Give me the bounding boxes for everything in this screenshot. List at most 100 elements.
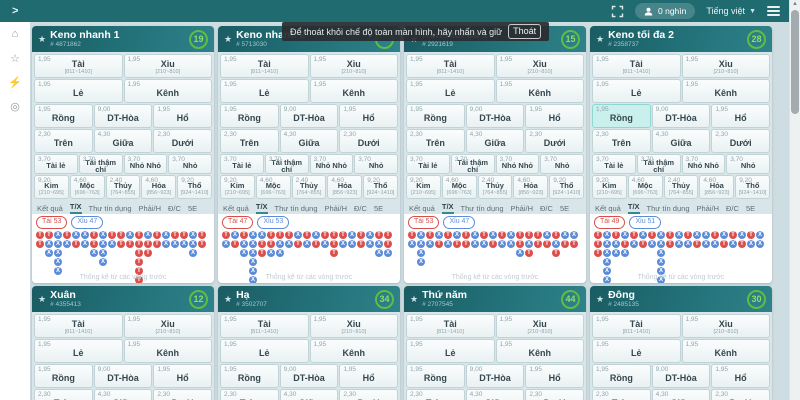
bet-option[interactable]: 1,95 Hổ [153, 104, 213, 128]
bet-option[interactable]: 3,70 Tài thậm chí [78, 154, 123, 174]
language-selector[interactable]: Tiếng việt ▼ [706, 6, 756, 16]
card-header[interactable]: ★ Thứ năm # 2707545 44 [404, 286, 586, 312]
bet-option[interactable]: 9,20 Thổ [924~1410] [549, 175, 584, 199]
menu-icon[interactable] [767, 6, 780, 16]
collapse-chevron-icon[interactable]: > [12, 5, 19, 17]
bet-option[interactable]: 1,95 Hổ [339, 364, 399, 388]
bet-option[interactable]: 1,95 Kênh [309, 339, 398, 363]
bet-option[interactable]: 1,95 Lẻ [220, 339, 309, 363]
bet-option[interactable]: 1,95 Lẻ [220, 79, 309, 103]
bet-option[interactable]: 3,70 Tài thậm chí [264, 154, 309, 174]
bet-option[interactable]: 1,95 Hổ [711, 104, 771, 128]
card-header[interactable]: ★ Hạ # 3502707 34 [218, 286, 400, 312]
bet-option[interactable]: 1,95 Kênh [681, 339, 770, 363]
bet-option[interactable]: 1,95 Rồng [592, 364, 651, 388]
bet-option[interactable]: 1,95 Lẻ [406, 339, 495, 363]
bet-option[interactable]: 1,95 Kênh [681, 79, 770, 103]
sidebar-item-lobby lobby-icon[interactable]: ◎ [10, 100, 20, 113]
tab-4[interactable]: Đ/C [354, 204, 367, 213]
bet-option[interactable]: 3,70 Nhỏ Nhỏ [495, 154, 540, 174]
favorite-star-icon[interactable]: ★ [224, 293, 233, 304]
bet-option[interactable]: 1,95 Rồng [34, 364, 93, 388]
fullscreen-icon[interactable] [611, 5, 624, 18]
bet-option[interactable]: 1,95 Xỉu [210~810] [123, 54, 212, 78]
tab-0[interactable]: Kết quả [37, 204, 63, 213]
bet-option[interactable]: 3,70 Nhỏ Nhỏ [681, 154, 726, 174]
bet-option[interactable]: 9,00 DT-Hòa [651, 364, 711, 388]
tab-5[interactable]: 5E [187, 204, 198, 213]
bet-option[interactable]: 9,20 Kim [210~695] [592, 175, 627, 199]
tab-3[interactable]: Phải/H [696, 204, 720, 213]
tab-0[interactable]: Kết quả [595, 204, 621, 213]
bet-option[interactable]: 1,95 Xỉu [210~810] [309, 54, 398, 78]
favorite-star-icon[interactable]: ★ [224, 33, 233, 44]
bet-option[interactable]: 4,60 Mộc [696~763] [627, 175, 663, 199]
bet-option[interactable]: 1,95 Tài [811~1410] [34, 54, 123, 78]
bet-option[interactable]: 1,95 Hổ [339, 104, 399, 128]
bet-option[interactable]: 9,20 Kim [210~695] [220, 175, 255, 199]
bet-option[interactable]: 3,70 Nhỏ [354, 154, 398, 174]
bet-option[interactable]: 4,60 Hỏa [856~923] [327, 175, 363, 199]
bet-option[interactable]: 1,95 Lẻ [34, 79, 123, 103]
scroll-up-arrow-icon[interactable]: ▲ [792, 1, 798, 7]
bet-option[interactable]: 1,95 Hổ [711, 364, 771, 388]
bet-option[interactable]: 1,95 Lẻ [406, 79, 495, 103]
tab-4[interactable]: Đ/C [168, 204, 181, 213]
bet-option[interactable]: 1,95 Tài [811~1410] [220, 54, 309, 78]
bet-option[interactable]: 1,95 Tài [811~1410] [220, 314, 309, 338]
favorite-star-icon[interactable]: ★ [410, 293, 419, 304]
bet-option[interactable]: 3,70 Nhỏ [168, 154, 212, 174]
bet-option[interactable]: 4,60 Hỏa [856~923] [699, 175, 735, 199]
bet-option[interactable]: 9,20 Thổ [924~1410] [363, 175, 398, 199]
bet-option[interactable]: 1,95 Rồng [406, 364, 465, 388]
bet-option[interactable]: 9,20 Thổ [924~1410] [177, 175, 212, 199]
tab-1[interactable]: T/X [69, 202, 82, 214]
bet-option[interactable]: 2,40 Thủy [764~855] [105, 175, 141, 199]
bet-option[interactable]: 3,70 Nhỏ [726, 154, 770, 174]
tab-2[interactable]: Thư tín dụng [646, 204, 690, 213]
tab-3[interactable]: Phải/H [138, 204, 162, 213]
bet-option[interactable]: 1,95 Kênh [123, 339, 212, 363]
bet-option[interactable]: 4,60 Hỏa [856~923] [513, 175, 549, 199]
bet-option[interactable]: 1,95 Xỉu [210~810] [681, 314, 770, 338]
sidebar-item-favorites favorites-icon[interactable]: ☆ [10, 52, 20, 65]
bet-option[interactable]: 1,95 Tài [811~1410] [406, 54, 495, 78]
bet-option[interactable]: 1,95 Kênh [495, 339, 584, 363]
sidebar-item-instant-games instant-games-icon[interactable]: ⚡ [8, 76, 22, 89]
bet-option[interactable]: 3,70 Nhỏ Nhỏ [309, 154, 354, 174]
bet-option[interactable]: 1,95 Tài [811~1410] [406, 314, 495, 338]
balance-pill[interactable]: 0 nghìn [635, 3, 696, 19]
favorite-star-icon[interactable]: ★ [38, 33, 47, 44]
bet-option[interactable]: 1,95 Rồng [34, 104, 93, 128]
bet-option[interactable]: 3,70 Nhỏ [540, 154, 584, 174]
tab-4[interactable]: Đ/C [726, 204, 739, 213]
bet-option[interactable]: 1,95 Hổ [525, 364, 585, 388]
favorite-star-icon[interactable]: ★ [38, 293, 47, 304]
bet-option[interactable]: 4,60 Hỏa [856~923] [141, 175, 177, 199]
bet-option[interactable]: 4,60 Mộc [696~763] [255, 175, 291, 199]
bet-option[interactable]: 1,95 Rồng [220, 104, 279, 128]
tab-1[interactable]: T/X [627, 202, 640, 214]
bet-option[interactable]: 1,95 Lẻ [592, 339, 681, 363]
bet-option[interactable]: 3,70 Tài lẻ [406, 154, 450, 174]
scrollbar-thumb[interactable] [791, 10, 799, 114]
bet-option[interactable]: 9,00 DT-Hòa [279, 104, 339, 128]
bet-option[interactable]: 2,40 Thủy [764~855] [663, 175, 699, 199]
card-header[interactable]: ★ Keno nhanh 1 # 4871862 19 [32, 26, 214, 52]
bet-option[interactable]: 1,95 Kênh [309, 79, 398, 103]
page-scrollbar[interactable]: ▲ [789, 0, 800, 400]
tab-2[interactable]: Thư tín dụng [460, 204, 504, 213]
bet-option[interactable]: 9,00 DT-Hòa [465, 364, 525, 388]
